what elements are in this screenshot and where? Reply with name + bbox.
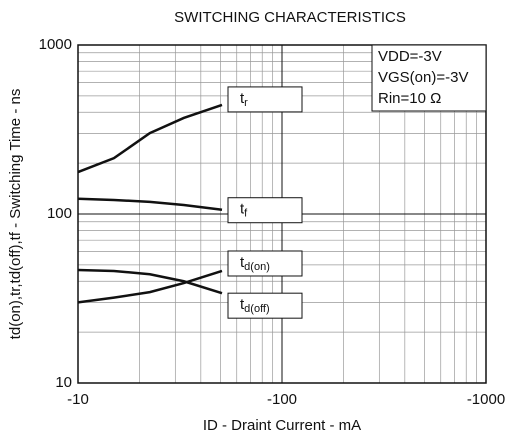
chart-title: SWITCHING CHARACTERISTICS <box>174 9 406 26</box>
y-axis-label: td(on),tr,td(off),tf - Switching Time - … <box>7 89 24 340</box>
y-tick-label: 10 <box>55 374 72 391</box>
series-label: td(on) <box>240 254 270 273</box>
annotation: Rin=10 Ω <box>378 90 441 107</box>
series-label: tf <box>240 201 248 220</box>
x-tick-label: -100 <box>267 391 297 408</box>
series-label-box <box>227 250 303 277</box>
label-main: t <box>240 296 245 313</box>
series-line <box>77 268 223 295</box>
label-sub: r <box>244 97 248 109</box>
x-axis-label: ID - Draint Current - mA <box>203 417 361 434</box>
annotation: VGS(on)=-3V <box>378 69 468 86</box>
label-main: t <box>240 90 245 107</box>
label-sub: f <box>244 208 248 220</box>
y-tick-label: 100 <box>47 205 72 222</box>
label-main: t <box>240 254 245 271</box>
series-label-box <box>227 292 303 319</box>
series-line <box>77 197 223 211</box>
label-sub: d(on) <box>244 261 270 273</box>
plot-frame <box>77 44 487 384</box>
label-sub: d(off) <box>244 303 269 315</box>
annotation: VDD=-3V <box>378 48 442 65</box>
series-label: tr <box>240 90 248 109</box>
series-line <box>77 269 223 304</box>
x-tick-label: -1000 <box>467 391 505 408</box>
annotation-box <box>371 44 487 112</box>
series-label-box <box>227 197 303 224</box>
series-line <box>77 103 223 174</box>
label-main: t <box>240 201 245 218</box>
x-tick-label: -10 <box>67 391 89 408</box>
y-tick-label: 1000 <box>39 36 72 53</box>
series-label: td(off) <box>240 296 270 315</box>
series-label-box <box>227 86 303 113</box>
